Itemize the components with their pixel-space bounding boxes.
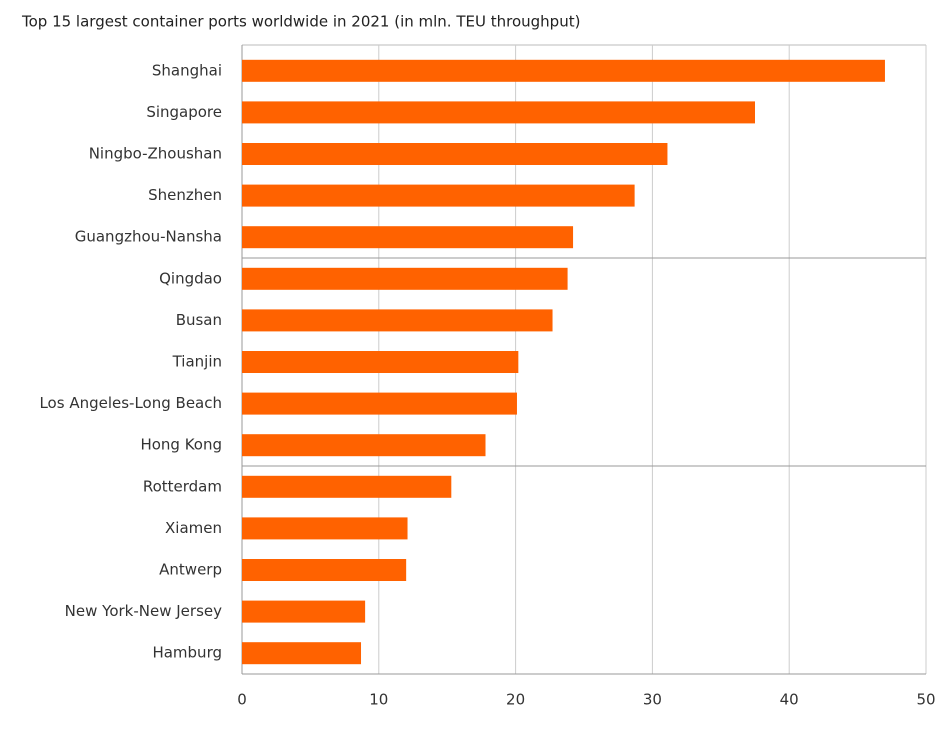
bar bbox=[242, 226, 574, 249]
bar bbox=[242, 434, 486, 457]
y-tick-label: Rotterdam bbox=[143, 477, 222, 495]
x-tick-label: 0 bbox=[237, 691, 247, 709]
x-tick-label: 40 bbox=[780, 691, 799, 709]
x-tick-label: 50 bbox=[916, 691, 935, 709]
bar bbox=[242, 600, 366, 623]
y-tick-label: Qingdao bbox=[159, 269, 222, 287]
bar bbox=[242, 143, 668, 165]
y-tick-label: Singapore bbox=[146, 103, 222, 121]
y-tick-label: Busan bbox=[176, 311, 222, 329]
bar bbox=[242, 309, 553, 332]
bar bbox=[242, 184, 635, 207]
chart-title: Top 15 largest container ports worldwide… bbox=[21, 13, 580, 31]
y-tick-label: Ningbo-Zhoushan bbox=[89, 145, 222, 163]
x-tick-label: 20 bbox=[506, 691, 525, 709]
y-tick-label: Shanghai bbox=[152, 61, 222, 79]
y-tick-label: Guangzhou-Nansha bbox=[75, 228, 222, 246]
bar bbox=[242, 559, 407, 581]
y-tick-label: Los Angeles-Long Beach bbox=[39, 394, 222, 412]
bar bbox=[242, 101, 755, 124]
bar bbox=[242, 517, 408, 540]
y-tick-label: New York-New Jersey bbox=[65, 602, 222, 620]
y-tick-label: Tianjin bbox=[172, 353, 222, 371]
bar bbox=[242, 392, 517, 415]
y-tick-label: Xiamen bbox=[165, 519, 222, 537]
bar bbox=[242, 59, 885, 82]
y-tick-label: Hong Kong bbox=[140, 436, 222, 454]
bar bbox=[242, 267, 568, 290]
x-tick-label: 30 bbox=[643, 691, 662, 709]
bar bbox=[242, 351, 519, 373]
bar bbox=[242, 642, 362, 665]
x-tick-label: 10 bbox=[369, 691, 388, 709]
y-tick-label: Hamburg bbox=[152, 644, 222, 662]
y-tick-label: Antwerp bbox=[159, 561, 222, 579]
y-tick-label: Shenzhen bbox=[148, 186, 222, 204]
bar bbox=[242, 475, 452, 498]
